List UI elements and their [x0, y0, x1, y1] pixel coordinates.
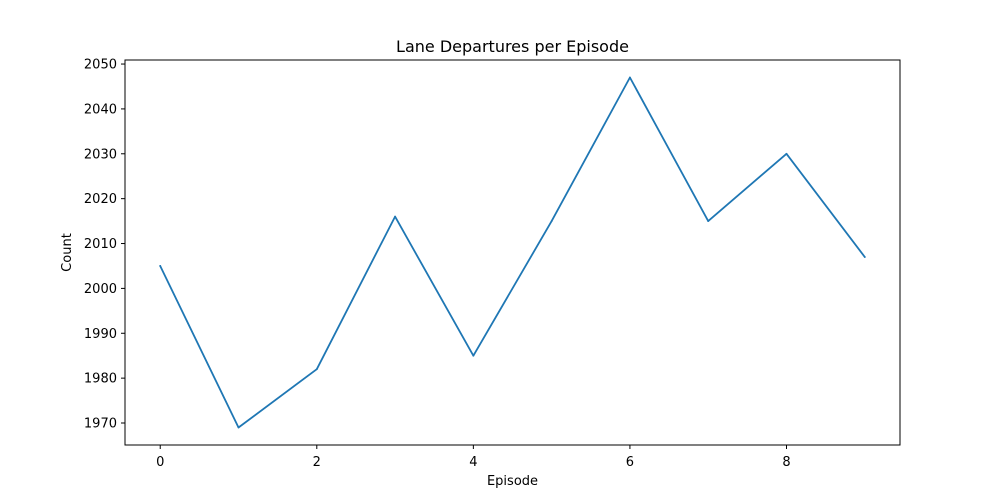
y-tick-label: 2020: [84, 192, 117, 207]
data-point: [707, 220, 710, 222]
data-point: [159, 265, 162, 267]
data-point: [472, 354, 475, 357]
data-point: [394, 215, 396, 218]
y-tick-label: 2000: [84, 282, 117, 297]
data-point: [550, 220, 553, 222]
data-point: [863, 256, 866, 258]
y-tick-label: 2050: [84, 58, 117, 73]
y-tick-label: 1990: [84, 327, 117, 342]
x-axis-ticks: 0 2 4 6 8: [156, 445, 791, 470]
data-point: [315, 368, 318, 371]
chart-title: Lane Departures per Episode: [396, 37, 629, 56]
y-axis-label: Count: [60, 233, 75, 272]
plot-frame: [124, 59, 901, 446]
data-point: [629, 76, 631, 79]
series-layer: [159, 76, 866, 429]
y-tick-label: 2040: [84, 102, 117, 117]
y-axis-ticks: 1970 1980 1990 2000 2010 2020 2030 2040 2050: [84, 58, 125, 432]
data-point: [785, 152, 788, 155]
x-tick-label: 2: [313, 455, 321, 470]
y-tick-label: 1980: [84, 372, 117, 387]
data-point: [237, 426, 240, 429]
y-tick-label: 1970: [84, 417, 117, 432]
series-line-0: [159, 76, 866, 429]
x-tick-label: 8: [782, 455, 790, 470]
x-axis-label: Episode: [487, 474, 538, 489]
y-tick-label: 2030: [84, 147, 117, 162]
y-tick-label: 2010: [84, 237, 117, 252]
x-tick-label: 4: [469, 455, 477, 470]
x-tick-label: 0: [156, 455, 164, 470]
x-tick-label: 6: [626, 455, 634, 470]
